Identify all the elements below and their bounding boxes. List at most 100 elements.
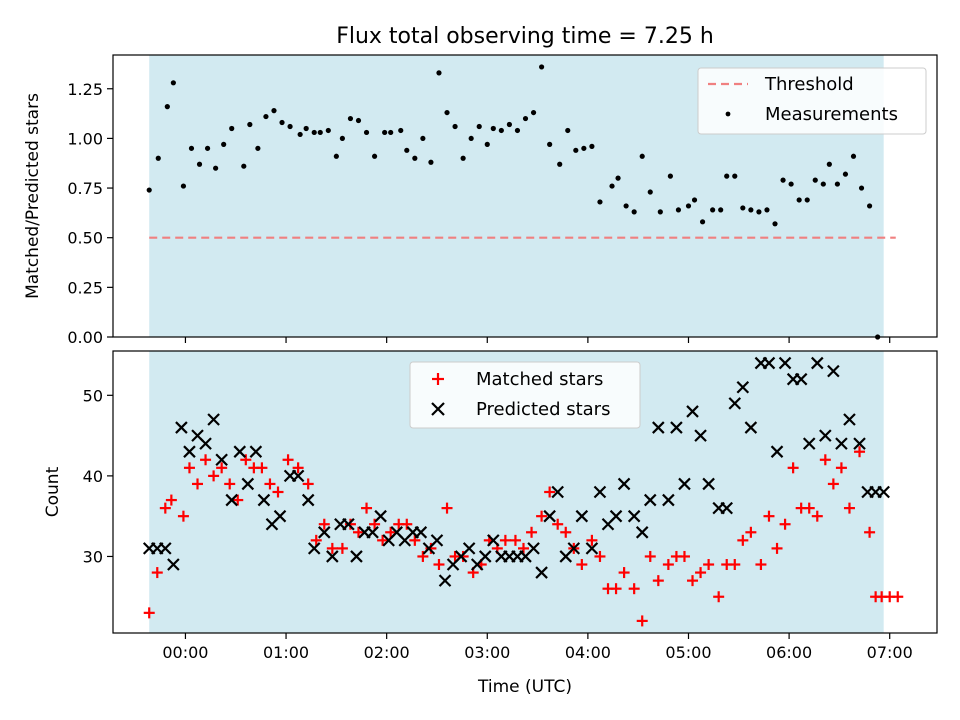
matched-star-point xyxy=(854,446,866,458)
measurement-point xyxy=(188,145,195,151)
predicted-star-point xyxy=(778,356,792,370)
matched-star-point xyxy=(737,534,749,546)
ratio-y-axis-label: Matched/Predicted stars xyxy=(23,93,43,299)
predicted-star-point xyxy=(694,429,707,442)
y-tick-label: 0.00 xyxy=(67,328,103,347)
matched-star-point xyxy=(401,518,413,530)
predicted-star-point xyxy=(175,421,188,434)
measurement-point xyxy=(826,161,832,167)
legend-predicted-label: Predicted stars xyxy=(476,399,610,420)
y-tick-label: 1.00 xyxy=(67,129,103,148)
matched-star-point xyxy=(192,478,204,490)
measurement-point xyxy=(382,129,388,136)
measurement-point xyxy=(428,159,434,165)
measurement-point xyxy=(247,121,253,128)
predicted-star-point xyxy=(438,574,452,587)
legend-measurements-label: Measurements xyxy=(765,104,898,125)
matched-star-point xyxy=(326,542,338,554)
predicted-star-b xyxy=(215,453,228,467)
x-tick-label: 03:00 xyxy=(464,643,510,662)
measurement-point xyxy=(476,123,482,130)
matched-star-point xyxy=(200,454,212,466)
measurement-point xyxy=(452,123,458,130)
x-tick-label: 04:00 xyxy=(565,643,611,662)
predicted-star-b xyxy=(175,421,188,434)
ratio-y-ticks: 0.00 0.25 0.50 0.75 1.00 1.25 xyxy=(67,80,113,347)
measurement-point xyxy=(155,155,161,161)
predicted-star-b xyxy=(326,550,339,563)
predicted-star-b xyxy=(585,542,599,555)
predicted-star-b xyxy=(835,437,848,450)
measurement-point xyxy=(420,135,426,142)
predicted-star-b xyxy=(728,397,742,410)
measurement-point xyxy=(732,173,738,179)
matched-star-point xyxy=(425,542,437,554)
measurement-point xyxy=(263,113,269,120)
predicted-star-b xyxy=(390,526,403,539)
predicted-star-point xyxy=(167,558,180,571)
predicted-star-b xyxy=(877,485,890,499)
predicted-star-point xyxy=(802,437,816,450)
measurement-point xyxy=(468,135,474,142)
matched-star-point xyxy=(729,559,741,571)
measurement-point xyxy=(412,155,418,161)
matched-star-point xyxy=(703,559,715,571)
predicted-star-b xyxy=(159,542,172,555)
measurement-point xyxy=(748,207,754,213)
matched-star-point xyxy=(377,534,389,546)
measurement-point xyxy=(180,183,187,189)
predicted-star-point xyxy=(159,542,172,555)
measurement-point xyxy=(615,175,621,181)
predicted-star-point xyxy=(215,453,228,467)
matched-star-point xyxy=(835,462,847,474)
x-tick-label: 07:00 xyxy=(867,643,913,662)
predicted-star-b xyxy=(720,501,734,515)
counts-legend-box xyxy=(409,361,641,429)
predicted-star-point xyxy=(662,493,675,507)
predicted-star-point xyxy=(652,421,665,434)
predicted-star-b xyxy=(307,542,321,555)
matched-star-point xyxy=(183,462,195,474)
measurement-point xyxy=(796,197,802,203)
predicted-star-point xyxy=(233,445,247,458)
matched-star-point xyxy=(662,559,674,571)
ratio-panel-frame xyxy=(112,54,938,338)
predicted-star-point xyxy=(670,421,683,434)
predicted-star-b xyxy=(810,356,824,370)
predicted-star-point xyxy=(551,485,564,499)
ratio-legend: Threshold Measurements xyxy=(697,67,927,135)
predicted-star-point xyxy=(770,445,784,458)
predicted-star-b xyxy=(744,421,758,434)
matched-star-point xyxy=(827,478,839,490)
counts-y-axis-label: Count xyxy=(43,466,63,517)
predicted-star-b xyxy=(233,445,247,458)
matched-star-point xyxy=(526,526,538,538)
counts-panel-frame xyxy=(112,350,938,634)
measurement-point xyxy=(834,181,840,187)
measurement-point xyxy=(522,115,529,122)
matched-star-point xyxy=(208,470,220,482)
ratio-x-ticks xyxy=(184,337,891,343)
measurement-point xyxy=(675,207,682,213)
predicted-star-point xyxy=(225,493,238,507)
predicted-star-b xyxy=(686,405,699,418)
predicted-star-b xyxy=(635,526,649,539)
predicted-star-b xyxy=(438,574,452,587)
matched-star-point xyxy=(272,486,284,498)
predicted-star-point xyxy=(462,542,476,555)
matched-star-point xyxy=(336,542,348,554)
measurement-point xyxy=(724,173,730,179)
predicted-star-point xyxy=(736,380,750,394)
measurement-point xyxy=(164,104,170,110)
predicted-star-b xyxy=(762,356,776,370)
legend-matched-swatch xyxy=(432,373,444,385)
measurement-point xyxy=(436,70,442,76)
measurement-point xyxy=(460,155,466,161)
predicted-star-b xyxy=(257,493,271,507)
predicted-star-point xyxy=(374,509,387,523)
measurement-point xyxy=(170,80,176,86)
matched-star-point xyxy=(745,526,757,538)
predicted-star-point xyxy=(487,534,500,547)
measurement-point xyxy=(146,187,152,193)
predicted-star-b xyxy=(575,509,589,523)
